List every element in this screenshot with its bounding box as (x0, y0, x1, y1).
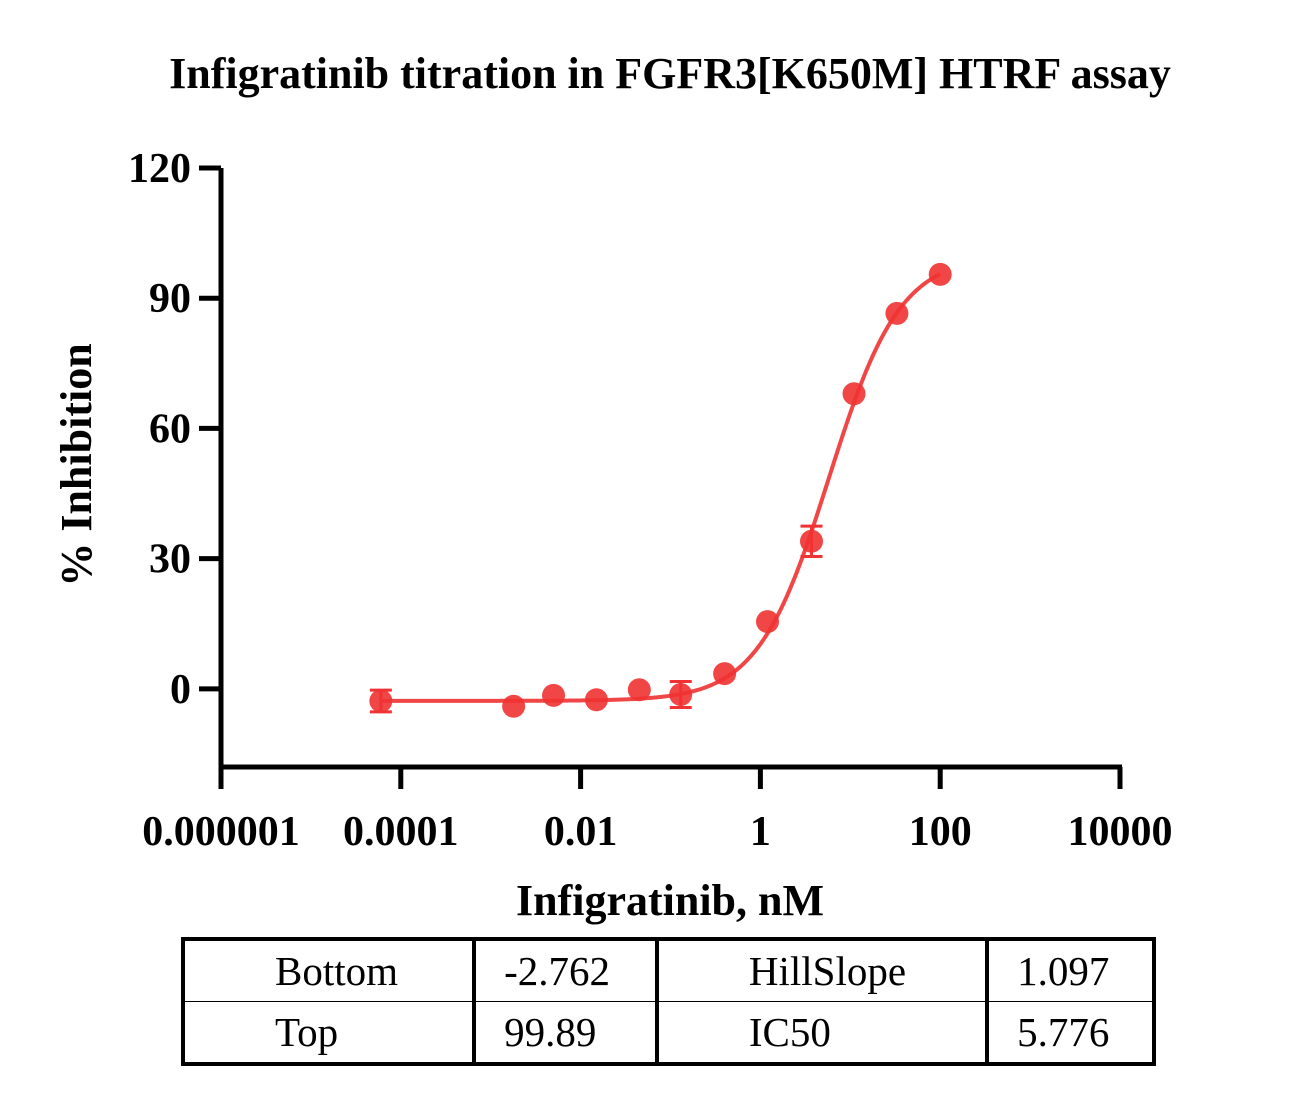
y-tick-label: 120 (128, 146, 191, 192)
data-point-marker (928, 262, 952, 286)
data-point-marker (502, 694, 526, 718)
data-points-layer (369, 262, 952, 718)
param-value-cell: 1.097 (985, 937, 1156, 1002)
param-name-cell: Bottom (180, 937, 477, 1002)
param-value-cell: -2.762 (472, 937, 659, 1002)
data-point-marker (713, 662, 737, 686)
data-point (842, 382, 866, 406)
x-tick-label: 100 (909, 809, 972, 855)
x-tick-label: 0.000001 (142, 809, 300, 855)
data-point-marker (669, 683, 693, 707)
data-point (713, 662, 737, 686)
data-point (928, 262, 952, 286)
data-point-marker (584, 688, 608, 712)
y-tick-label: 0 (170, 667, 191, 713)
x-tick-label: 0.01 (544, 809, 618, 855)
x-axis-label: Infigratinib, nM (516, 876, 824, 925)
x-tick-label: 1 (750, 809, 771, 855)
param-name-cell: HillSlope (654, 937, 990, 1002)
data-point (885, 301, 909, 325)
axes: 0 30 60 90 120 0.000001 0.0001 0.01 1 100 10000 (128, 146, 1173, 855)
param-value-cell: 5.776 (985, 1001, 1156, 1066)
param-name-cell: Top (180, 1001, 477, 1066)
data-point (542, 683, 566, 707)
x-tick-label: 0.0001 (343, 809, 459, 855)
data-point (756, 610, 780, 634)
data-point-marker (542, 683, 566, 707)
param-name-cell: IC50 (654, 1001, 990, 1066)
data-point (627, 678, 651, 702)
chart-title: Infigratinib titration in FGFR3[K650M] H… (169, 49, 1171, 98)
data-point (502, 694, 526, 718)
y-tick-label: 30 (149, 537, 191, 583)
y-tick-label: 60 (149, 406, 191, 452)
data-point (669, 679, 693, 710)
data-point-marker (369, 689, 393, 713)
dose-response-chart: Infigratinib titration in FGFR3[K650M] H… (52, 49, 1173, 925)
data-point-marker (627, 678, 651, 702)
data-point-marker (799, 529, 823, 553)
data-point-marker (885, 301, 909, 325)
data-point-marker (756, 610, 780, 634)
y-tick-label: 90 (149, 276, 191, 322)
data-point (369, 688, 393, 714)
fit-parameters-table: Bottom -2.762 HillSlope 1.097 Top 99.89 … (180, 937, 1156, 1066)
data-point-marker (842, 382, 866, 406)
table-row: Top 99.89 IC50 5.776 (180, 1001, 1156, 1066)
fit-curve-layer (380, 272, 942, 703)
data-point (799, 524, 823, 558)
y-axis-label: % Inhibition (52, 343, 101, 586)
data-point (584, 688, 608, 712)
param-value-cell: 99.89 (472, 1001, 659, 1066)
x-tick-label: 10000 (1068, 809, 1173, 855)
fit-curve (380, 272, 942, 703)
table-row: Bottom -2.762 HillSlope 1.097 (180, 937, 1156, 1002)
